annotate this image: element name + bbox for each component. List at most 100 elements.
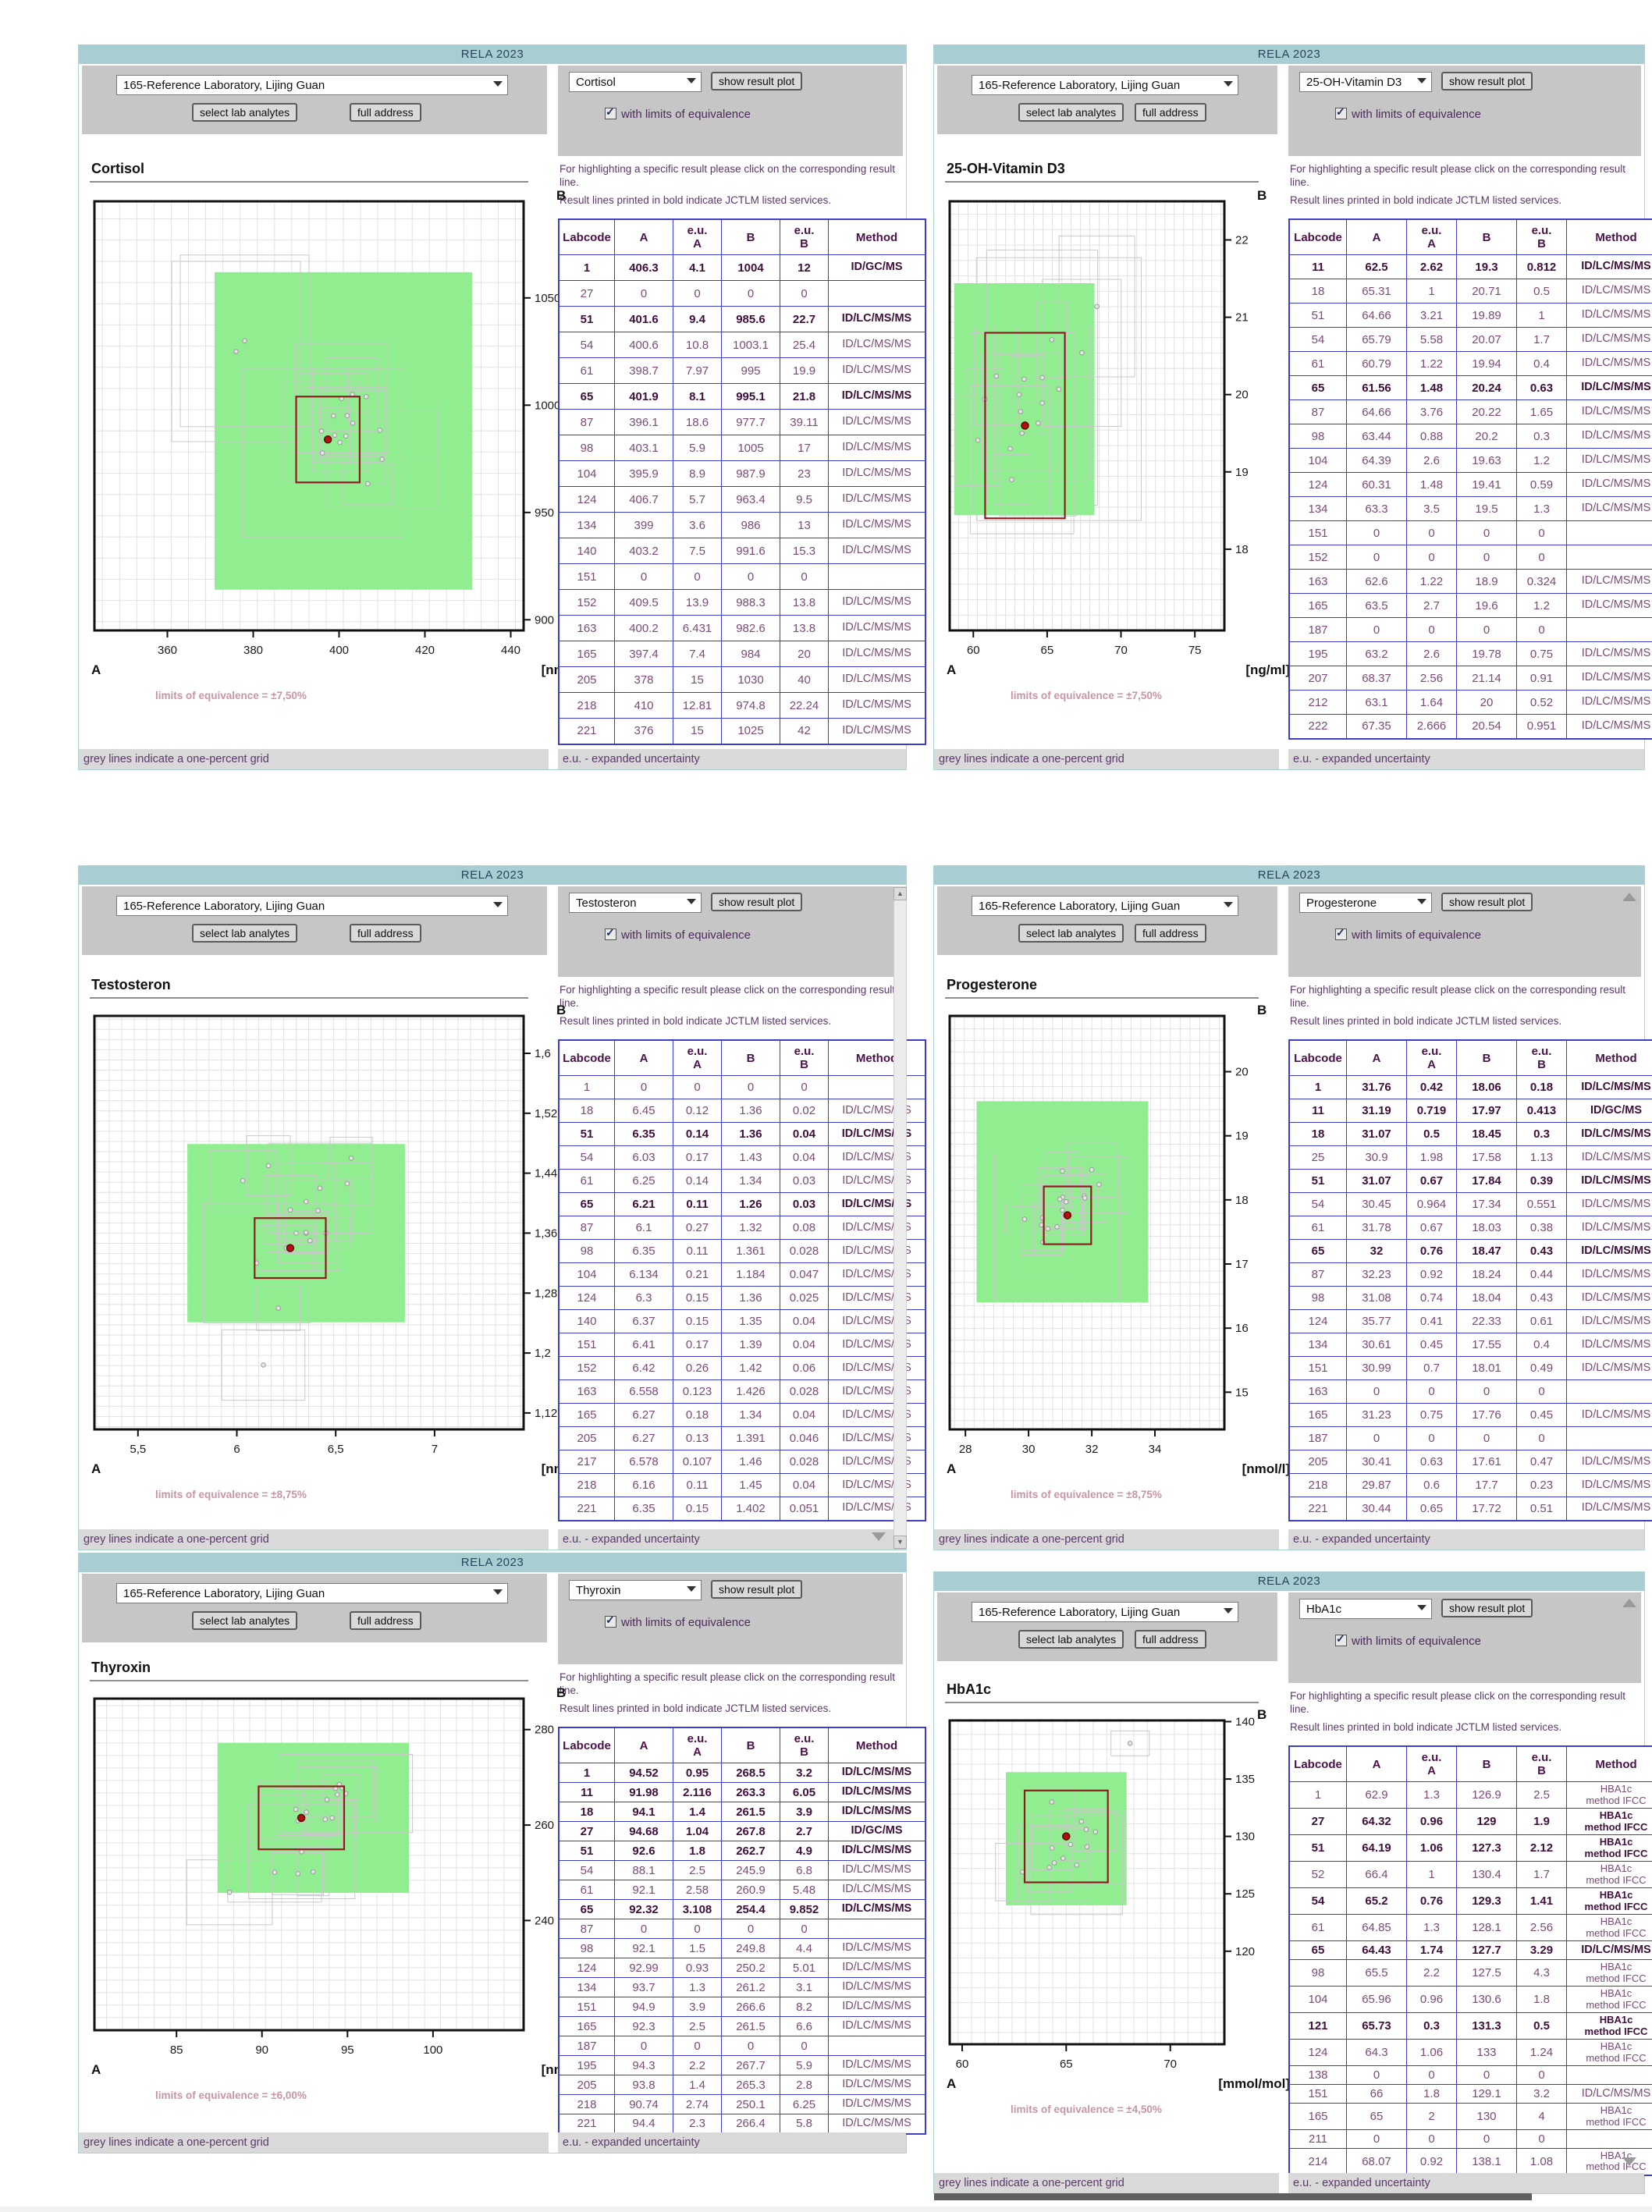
result-row-lab-87[interactable]: 87 32.23 0.92 18.24 0.44 ID/LC/MS/MS — [1288, 1262, 1652, 1287]
result-row-lab-18[interactable]: 18 94.1 1.4 261.5 3.9 ID/LC/MS/MS — [558, 1802, 926, 1822]
result-row-lab-138[interactable]: 138 0 0 0 0 — [1288, 2065, 1652, 2085]
result-row-lab-61[interactable]: 61 60.79 1.22 19.94 0.4 ID/LC/MS/MS — [1288, 351, 1652, 376]
result-row-lab-65[interactable]: 65 32 0.76 18.47 0.43 ID/LC/MS/MS — [1288, 1239, 1652, 1263]
result-row-lab-25[interactable]: 25 30.9 1.98 17.58 1.13 ID/LC/MS/MS — [1288, 1145, 1652, 1170]
result-row-lab-221[interactable]: 221 94.4 2.3 266.4 5.8 ID/LC/MS/MS — [558, 2114, 926, 2134]
analyte-select[interactable]: 25-OH-Vitamin D3 — [1299, 72, 1432, 92]
result-row-lab-205[interactable]: 205 30.41 0.63 17.61 0.47 ID/LC/MS/MS — [1288, 1450, 1652, 1474]
full-address-button[interactable]: full address — [350, 924, 421, 943]
result-row-lab-152[interactable]: 152 409.5 13.9 988.3 13.8 ID/LC/MS/MS — [558, 589, 926, 616]
result-row-lab-218[interactable]: 218 6.16 0.11 1.45 0.04 ID/LC/MS/MS — [558, 1473, 926, 1497]
result-row-lab-65[interactable]: 65 92.32 3.108 254.4 9.852 ID/LC/MS/MS — [558, 1899, 926, 1919]
result-row-lab-214[interactable]: 214 68.07 0.92 138.1 1.08 HBA1c method IFCC — [1288, 2148, 1652, 2175]
result-row-lab-27[interactable]: 27 0 0 0 0 — [558, 280, 926, 307]
result-row-lab-65[interactable]: 65 61.56 1.48 20.24 0.63 ID/LC/MS/MS — [1288, 375, 1652, 400]
result-row-lab-165[interactable]: 165 63.5 2.7 19.6 1.2 ID/LC/MS/MS — [1288, 593, 1652, 618]
result-row-lab-65[interactable]: 65 401.9 8.1 995.1 21.8 ID/LC/MS/MS — [558, 383, 926, 410]
result-row-lab-151[interactable]: 151 0 0 0 0 — [1288, 520, 1652, 545]
result-row-lab-195[interactable]: 195 94.3 2.2 267.7 5.9 ID/LC/MS/MS — [558, 2055, 926, 2075]
show-result-plot-button[interactable]: show result plot — [711, 72, 803, 91]
lab-select[interactable]: 165-Reference Laboratory, Lijing Guan — [116, 75, 508, 95]
result-row-lab-51[interactable]: 51 401.6 9.4 985.6 22.7 ID/LC/MS/MS — [558, 306, 926, 332]
result-row-lab-124[interactable]: 124 6.3 0.15 1.36 0.025 ID/LC/MS/MS — [558, 1286, 926, 1310]
result-row-lab-1[interactable]: 1 62.9 1.3 126.9 2.5 HBA1c method IFCC — [1288, 1781, 1652, 1809]
result-row-lab-151[interactable]: 151 94.9 3.9 266.6 8.2 ID/LC/MS/MS — [558, 1997, 926, 2017]
result-row-lab-163[interactable]: 163 62.6 1.22 18.9 0.324 ID/LC/MS/MS — [1288, 569, 1652, 594]
result-row-lab-11[interactable]: 11 91.98 2.116 263.3 6.05 ID/LC/MS/MS — [558, 1782, 926, 1802]
analyte-select[interactable]: HbA1c — [1299, 1599, 1432, 1619]
result-row-lab-98[interactable]: 98 92.1 1.5 249.8 4.4 ID/LC/MS/MS — [558, 1938, 926, 1958]
show-result-plot-button[interactable]: show result plot — [711, 1580, 803, 1599]
lab-select[interactable]: 165-Reference Laboratory, Lijing Guan — [972, 75, 1238, 95]
result-row-lab-163[interactable]: 163 6.558 0.123 1.426 0.028 ID/LC/MS/MS — [558, 1379, 926, 1404]
select-lab-analytes-button[interactable]: select lab analytes — [192, 924, 298, 943]
show-result-plot-button[interactable]: show result plot — [711, 893, 803, 911]
result-row-lab-165[interactable]: 165 31.23 0.75 17.76 0.45 ID/LC/MS/MS — [1288, 1403, 1652, 1427]
result-row-lab-11[interactable]: 11 31.19 0.719 17.97 0.413 ID/GC/MS — [1288, 1099, 1652, 1123]
result-row-lab-52[interactable]: 52 66.4 1 130.4 1.7 HBA1c method IFCC — [1288, 1861, 1652, 1888]
result-row-lab-18[interactable]: 18 6.45 0.12 1.36 0.02 ID/LC/MS/MS — [558, 1099, 926, 1123]
result-row-lab-165[interactable]: 165 92.3 2.5 261.5 6.6 ID/LC/MS/MS — [558, 2016, 926, 2036]
result-row-lab-140[interactable]: 140 6.37 0.15 1.35 0.04 ID/LC/MS/MS — [558, 1309, 926, 1333]
result-row-lab-134[interactable]: 134 399 3.6 986 13 ID/LC/MS/MS — [558, 512, 926, 538]
result-row-lab-61[interactable]: 61 64.85 1.3 128.1 2.56 HBA1c method IFCC — [1288, 1914, 1652, 1941]
result-row-lab-98[interactable]: 98 6.35 0.11 1.361 0.028 ID/LC/MS/MS — [558, 1239, 926, 1263]
select-lab-analytes-button[interactable]: select lab analytes — [192, 1611, 298, 1630]
result-row-lab-51[interactable]: 51 64.19 1.06 127.3 2.12 HBA1c method IFCC — [1288, 1834, 1652, 1862]
result-row-lab-152[interactable]: 152 0 0 0 0 — [1288, 545, 1652, 570]
result-row-lab-151[interactable]: 151 66 1.8 129.1 3.2 ID/LC/MS/MS — [1288, 2084, 1652, 2104]
lab-select[interactable]: 165-Reference Laboratory, Lijing Guan — [116, 1583, 508, 1603]
result-row-lab-61[interactable]: 61 398.7 7.97 995 19.9 ID/LC/MS/MS — [558, 357, 926, 384]
result-row-lab-207[interactable]: 207 68.37 2.56 21.14 0.91 ID/LC/MS/MS — [1288, 666, 1652, 691]
result-row-lab-98[interactable]: 98 63.44 0.88 20.2 0.3 ID/LC/MS/MS — [1288, 424, 1652, 449]
result-row-lab-134[interactable]: 134 93.7 1.3 261.2 3.1 ID/LC/MS/MS — [558, 1977, 926, 1997]
panel-scrollbar[interactable]: ▲ ▼ — [894, 886, 907, 1550]
result-row-lab-87[interactable]: 87 396.1 18.6 977.7 39.11 ID/LC/MS/MS — [558, 409, 926, 435]
scroll-down-button[interactable]: ▼ — [894, 1536, 907, 1549]
result-row-lab-124[interactable]: 124 406.7 5.7 963.4 9.5 ID/LC/MS/MS — [558, 486, 926, 513]
result-row-lab-187[interactable]: 187 0 0 0 0 — [558, 2036, 926, 2056]
select-lab-analytes-button[interactable]: select lab analytes — [1018, 924, 1124, 943]
result-row-lab-27[interactable]: 27 94.68 1.04 267.8 2.7 ID/GC/MS — [558, 1821, 926, 1841]
limits-checkbox-row[interactable]: with limits of equivalence — [605, 105, 751, 121]
scroll-up-icon[interactable] — [1622, 1599, 1636, 1607]
result-row-lab-27[interactable]: 27 64.32 0.96 129 1.9 HBA1c method IFCC — [1288, 1808, 1652, 1835]
result-row-lab-211[interactable]: 211 0 0 0 0 — [1288, 2129, 1652, 2149]
result-row-lab-87[interactable]: 87 64.66 3.76 20.22 1.65 ID/LC/MS/MS — [1288, 399, 1652, 424]
result-row-lab-187[interactable]: 187 0 0 0 0 — [1288, 1426, 1652, 1450]
result-row-lab-1[interactable]: 1 31.76 0.42 18.06 0.18 ID/LC/MS/MS — [1288, 1075, 1652, 1099]
result-row-lab-54[interactable]: 54 400.6 10.8 1003.1 25.4 ID/LC/MS/MS — [558, 332, 926, 358]
result-row-lab-195[interactable]: 195 63.2 2.6 19.78 0.75 ID/LC/MS/MS — [1288, 641, 1652, 666]
result-row-lab-163[interactable]: 163 400.2 6.431 982.6 13.8 ID/LC/MS/MS — [558, 615, 926, 641]
result-row-lab-218[interactable]: 218 90.74 2.74 250.1 6.25 ID/LC/MS/MS — [558, 2094, 926, 2114]
show-result-plot-button[interactable]: show result plot — [1441, 893, 1533, 911]
result-row-lab-54[interactable]: 54 65.2 0.76 129.3 1.41 HBA1c method IFCC — [1288, 1887, 1652, 1915]
result-row-lab-124[interactable]: 124 35.77 0.41 22.33 0.61 ID/LC/MS/MS — [1288, 1309, 1652, 1333]
result-row-lab-61[interactable]: 61 92.1 2.58 260.9 5.48 ID/LC/MS/MS — [558, 1880, 926, 1900]
limits-checkbox-row[interactable]: with limits of equivalence — [1335, 105, 1481, 121]
checkbox-checked-icon[interactable] — [1335, 1632, 1347, 1646]
result-row-lab-205[interactable]: 205 6.27 0.13 1.391 0.046 ID/LC/MS/MS — [558, 1426, 926, 1450]
checkbox-checked-icon[interactable] — [1335, 105, 1347, 119]
full-address-button[interactable]: full address — [350, 1611, 421, 1630]
result-row-lab-124[interactable]: 124 64.3 1.06 133 1.24 HBA1c method IFCC — [1288, 2039, 1652, 2066]
limits-checkbox-row[interactable]: with limits of equivalence — [605, 926, 751, 942]
result-row-lab-152[interactable]: 152 6.42 0.26 1.42 0.06 ID/LC/MS/MS — [558, 1356, 926, 1380]
result-row-lab-218[interactable]: 218 29.87 0.6 17.7 0.23 ID/LC/MS/MS — [1288, 1473, 1652, 1497]
analyte-select[interactable]: Thyroxin — [569, 1580, 702, 1600]
result-row-lab-134[interactable]: 134 30.61 0.45 17.55 0.4 ID/LC/MS/MS — [1288, 1333, 1652, 1357]
select-lab-analytes-button[interactable]: select lab analytes — [1018, 103, 1124, 122]
result-row-lab-104[interactable]: 104 64.39 2.6 19.63 1.2 ID/LC/MS/MS — [1288, 448, 1652, 473]
result-row-lab-61[interactable]: 61 31.78 0.67 18.03 0.38 ID/LC/MS/MS — [1288, 1216, 1652, 1240]
result-row-lab-218[interactable]: 218 410 12.81 974.8 22.24 ID/LC/MS/MS — [558, 692, 926, 719]
result-row-lab-151[interactable]: 151 0 0 0 0 — [558, 563, 926, 590]
result-row-lab-205[interactable]: 205 93.8 1.4 265.3 2.8 ID/LC/MS/MS — [558, 2075, 926, 2095]
scroll-down-icon[interactable] — [1622, 2157, 1636, 2166]
scroll-up-button[interactable]: ▲ — [894, 887, 907, 900]
analyte-select[interactable]: Cortisol — [569, 72, 702, 92]
result-row-lab-134[interactable]: 134 63.3 3.5 19.5 1.3 ID/LC/MS/MS — [1288, 496, 1652, 521]
analyte-select[interactable]: Progesterone — [1299, 893, 1432, 913]
show-result-plot-button[interactable]: show result plot — [1441, 1599, 1533, 1617]
result-row-lab-87[interactable]: 87 6.1 0.27 1.32 0.08 ID/LC/MS/MS — [558, 1216, 926, 1240]
